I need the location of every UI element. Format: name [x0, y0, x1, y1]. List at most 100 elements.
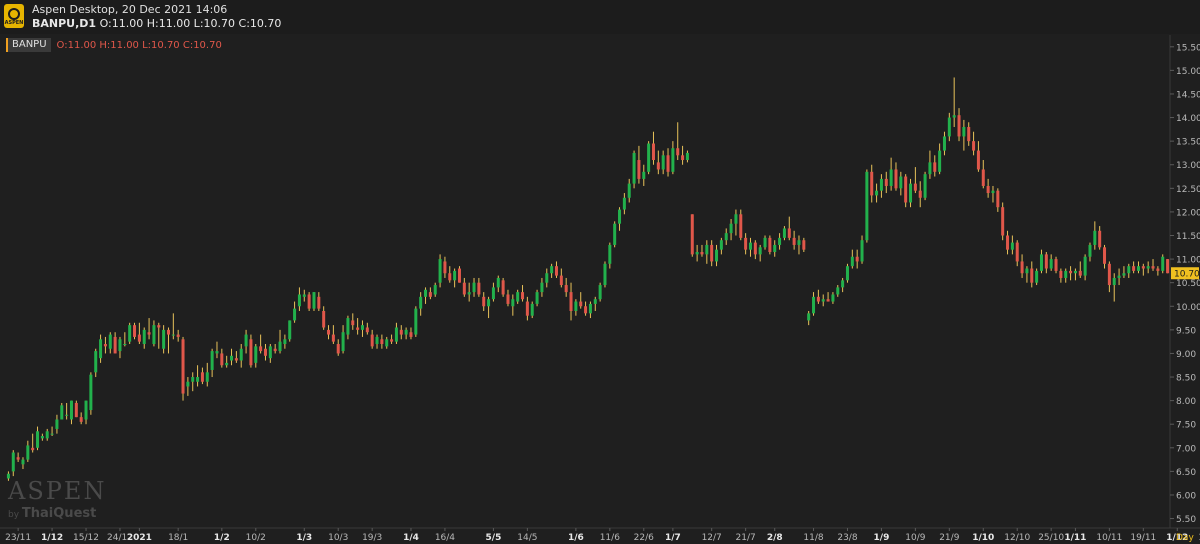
candle-body: [1039, 254, 1043, 271]
y-tick-label: 15.50: [1176, 43, 1200, 53]
candle-body: [913, 183, 917, 191]
candle-body: [923, 174, 927, 198]
candle-body: [448, 273, 452, 281]
candle-body: [433, 285, 437, 295]
candle-body: [1083, 256, 1087, 276]
candle-body: [511, 299, 515, 307]
candle-body: [128, 325, 132, 342]
candle-body: [816, 296, 820, 302]
candle-body: [1107, 263, 1111, 286]
candle-body: [947, 117, 951, 137]
candle-body: [579, 301, 583, 307]
candle-body: [196, 377, 200, 382]
candle-body: [928, 162, 932, 175]
candle-body: [841, 280, 845, 288]
candle-body: [390, 339, 394, 342]
candle-body: [1073, 270, 1077, 274]
candle-body: [360, 325, 364, 330]
candle-body: [768, 237, 772, 253]
candle-body: [1006, 235, 1010, 250]
x-tick-label: 10/9: [905, 533, 925, 543]
x-tick-label: 1/4: [403, 533, 419, 543]
candle-body: [1141, 266, 1145, 269]
candle-body: [263, 348, 267, 356]
candle-body: [642, 171, 646, 179]
candle-body: [957, 115, 961, 137]
candle-body: [933, 162, 937, 172]
candle-body: [491, 287, 495, 300]
candle-body: [283, 339, 287, 345]
symbol-info: BANPU,D1 O:11.00 H:11.00 L:10.70 C:10.70: [32, 17, 281, 30]
candle-body: [545, 273, 549, 283]
candle-body: [831, 294, 835, 302]
candle-body: [273, 348, 277, 352]
x-tick-label: 10/2: [246, 533, 266, 543]
candle-body: [60, 405, 64, 420]
candle-body: [317, 296, 321, 309]
header-ohlc: O:11.00 H:11.00 L:10.70 C:10.70: [99, 17, 282, 30]
candle-body: [705, 244, 709, 255]
y-tick-label: 13.50: [1176, 138, 1200, 148]
candle-body: [904, 176, 908, 203]
candle-body: [889, 169, 893, 186]
candle-body: [962, 126, 966, 137]
candle-body: [89, 374, 93, 411]
logo-text: ASPEN: [4, 20, 24, 26]
x-tick-label: 11/6: [600, 533, 620, 543]
candle-body: [322, 310, 326, 328]
legend-symbol-tag[interactable]: BANPU: [6, 38, 51, 52]
candle-body: [462, 282, 466, 295]
watermark-by-text: by: [8, 510, 22, 520]
candle-body: [710, 244, 714, 262]
candle-body: [593, 299, 597, 304]
x-tick-label: 1/11: [1064, 533, 1086, 543]
candle-body: [346, 318, 350, 335]
x-tick-label: 5/5: [486, 533, 502, 543]
candle-body: [254, 346, 258, 363]
candle-body: [501, 280, 505, 295]
candle-body: [6, 473, 10, 479]
candle-body: [443, 261, 447, 274]
candle-body: [215, 351, 219, 354]
watermark-brand: ThaiQuest: [21, 506, 97, 521]
candle-body: [200, 372, 204, 382]
candle-body: [739, 214, 743, 238]
candle-body: [1069, 270, 1073, 274]
x-tick-label: 21/7: [736, 533, 756, 543]
candle-body: [622, 197, 626, 210]
candle-body: [981, 169, 985, 186]
candle-body: [1088, 244, 1092, 257]
y-tick-label: 14.50: [1176, 90, 1200, 100]
candle-body: [996, 190, 1000, 208]
candle-body: [385, 339, 389, 347]
candle-body: [375, 336, 379, 345]
candle-body: [782, 228, 786, 238]
candle-body: [26, 445, 30, 460]
candle-body: [884, 178, 888, 186]
candle-body: [288, 320, 292, 340]
candle-body: [651, 143, 655, 161]
x-tick-label: 19/11: [1130, 533, 1156, 543]
candle-body: [239, 348, 243, 361]
candle-body: [365, 327, 369, 333]
candle-body: [753, 242, 757, 255]
candle-body: [826, 299, 830, 302]
candle-body: [162, 329, 166, 349]
candle-body: [855, 256, 859, 262]
candle-body: [234, 358, 238, 361]
y-tick-label: 12.00: [1176, 208, 1200, 218]
candle-body: [1151, 266, 1155, 269]
candle-body: [1044, 254, 1048, 269]
candle-body: [1122, 273, 1126, 276]
candle-body: [69, 400, 73, 420]
chart-legend: BANPU O:11.00 H:11.00 L:10.70 C:10.70: [6, 38, 222, 52]
candle-body: [584, 306, 588, 314]
candle-body: [438, 259, 442, 283]
candle-body: [666, 155, 670, 172]
candle-body: [94, 351, 98, 373]
candle-body: [230, 355, 234, 361]
candle-body: [356, 327, 360, 330]
candle-body: [744, 237, 748, 250]
x-axis-unit: Day: [1176, 533, 1194, 543]
